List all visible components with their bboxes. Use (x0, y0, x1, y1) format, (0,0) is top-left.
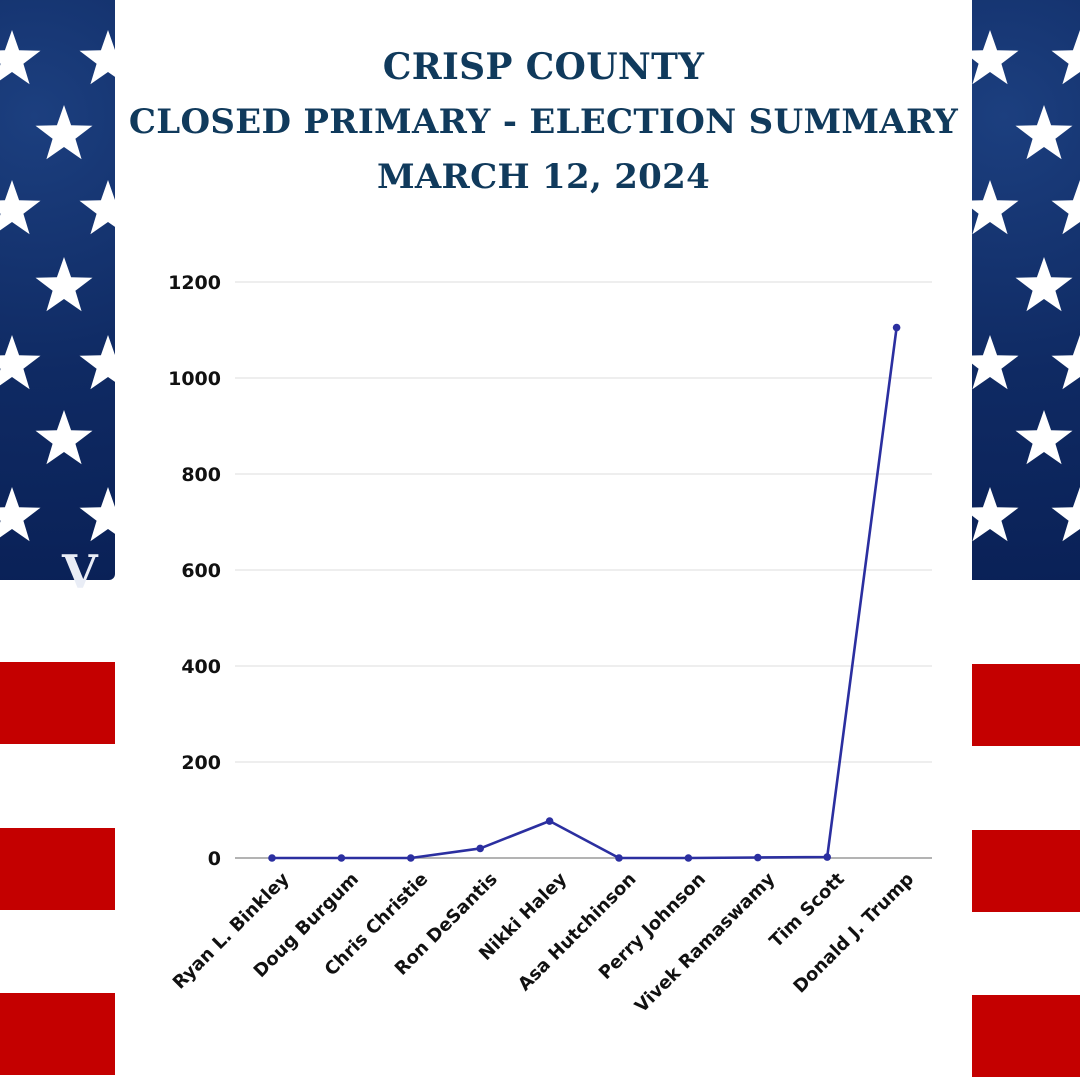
data-point (337, 854, 346, 862)
star-icon (1015, 410, 1073, 465)
red-stripe (972, 664, 1080, 746)
red-stripe (972, 830, 1080, 912)
star-icon (1051, 335, 1080, 390)
red-stripe (972, 995, 1080, 1077)
star-icon (0, 335, 41, 390)
data-point (823, 853, 831, 861)
red-stripe (0, 828, 115, 910)
stars-left (0, 30, 115, 542)
star-icon (972, 180, 1019, 235)
star-icon (0, 30, 41, 85)
star-icon (972, 30, 1019, 85)
data-point (476, 844, 485, 853)
star-icon (1051, 30, 1080, 85)
star-icon (35, 410, 93, 465)
star-icon (972, 335, 1019, 390)
canton-glyph: V (62, 545, 98, 599)
star-icon (0, 487, 41, 542)
y-tick-label: 0 (208, 848, 221, 870)
star-icon (35, 257, 93, 312)
y-tick-label: 1200 (168, 272, 221, 294)
flag-panel-left: V (0, 0, 115, 1080)
data-point (545, 817, 554, 825)
star-icon (1015, 105, 1073, 160)
star-icon (0, 180, 41, 235)
data-point (407, 854, 415, 862)
flag-panel-right (972, 0, 1080, 1080)
data-point (684, 854, 693, 862)
chart-title: CRISP COUNTY CLOSED PRIMARY - ELECTION S… (115, 40, 972, 205)
y-tick-label: 200 (181, 752, 221, 774)
star-icon (1015, 257, 1073, 312)
red-stripe (0, 662, 115, 744)
star-icon (79, 180, 115, 235)
title-line-1: CRISP COUNTY (382, 46, 705, 88)
star-icon (79, 487, 115, 542)
flag-canton-left (0, 0, 115, 580)
flag-canton-right (972, 0, 1080, 580)
data-point (615, 854, 623, 862)
star-icon (972, 487, 1019, 542)
star-icon (79, 335, 115, 390)
title-line-2: CLOSED PRIMARY - ELECTION SUMMARY (128, 102, 959, 142)
x-tick-label: Ryan L. Binkley (169, 868, 294, 993)
red-stripe (0, 993, 115, 1075)
star-icon (1051, 487, 1080, 542)
stars-right (972, 30, 1080, 542)
x-tick-label: Asa Hutchinson (514, 869, 641, 996)
y-tick-label: 800 (181, 464, 221, 486)
star-icon (79, 30, 115, 85)
data-point (892, 323, 901, 332)
star-icon (1051, 180, 1080, 235)
data-point (268, 854, 276, 862)
title-line-3: MARCH 12, 2024 (376, 157, 711, 197)
y-tick-label: 1000 (168, 368, 221, 390)
x-tick-label: Vivek Ramaswamy (631, 869, 780, 1018)
y-tick-label: 600 (181, 560, 221, 582)
series-line (272, 327, 898, 860)
data-point (754, 853, 762, 862)
star-icon (35, 105, 93, 160)
x-tick-label: Donald J. Trump (789, 869, 918, 998)
y-tick-label: 400 (181, 656, 221, 678)
